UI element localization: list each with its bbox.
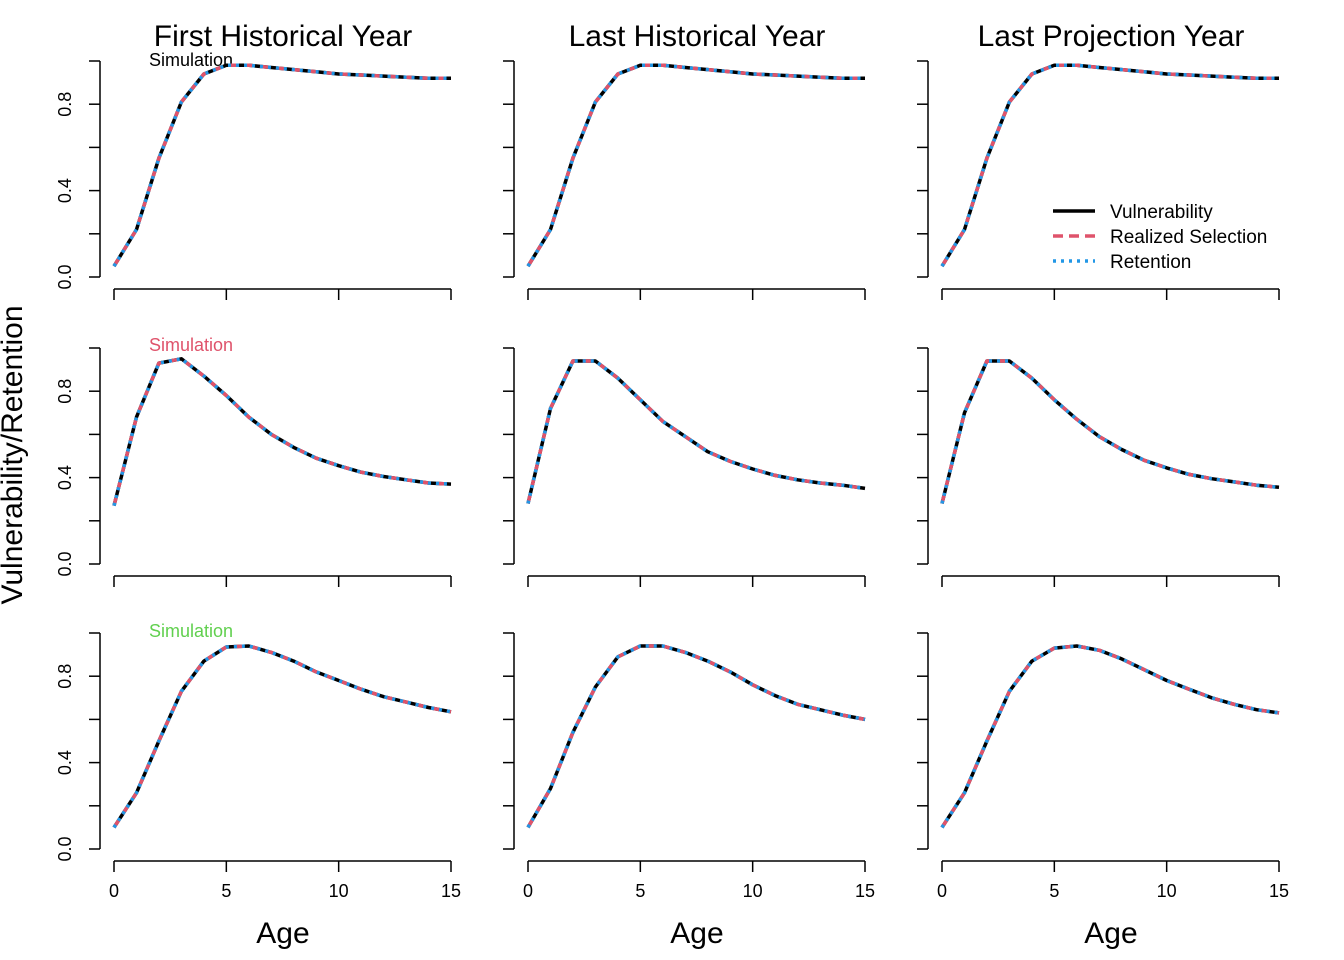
- series-realized-selection-r3c3: [940, 644, 1280, 829]
- x-axis-title-1: Age: [256, 917, 309, 950]
- series-realized-selection-r3c2: [526, 644, 866, 829]
- x-tick-label-r3c1: 10: [329, 881, 349, 901]
- col-title-2: Last Historical Year: [569, 20, 826, 53]
- y-tick-label-r3c1: 0.4: [55, 750, 75, 775]
- series-vulnerability-r2c3: [940, 359, 1280, 504]
- x-tick-label-r3c2: 10: [743, 881, 763, 901]
- legend-label-realized-selection: Realized Selection: [1110, 227, 1267, 248]
- legend-label-retention: Retention: [1110, 252, 1191, 273]
- x-axis-title-3: Age: [1084, 917, 1137, 950]
- panels: 0.00.40.8Simulation0.00.40.8Simulation0.…: [55, 50, 1289, 901]
- x-tick-label-r3c1: 0: [109, 881, 119, 901]
- x-axis-title-2: Age: [670, 917, 723, 950]
- y-tick-label-r1c1: 0.8: [55, 92, 75, 117]
- panel-r2c3: [917, 347, 1280, 587]
- row-label-1: Simulation: [149, 50, 233, 70]
- x-tick-label-r3c2: 15: [855, 881, 875, 901]
- panel-r3c2: 0 5 10 15: [503, 632, 875, 901]
- series-realized-selection-r3c1: [112, 644, 452, 829]
- series-retention-r1c1: [112, 63, 451, 268]
- x-tick-label-r3c3: 5: [1049, 881, 1059, 901]
- series-vulnerability-r3c2: [526, 644, 866, 829]
- row-label-2: Simulation: [149, 335, 233, 355]
- row-label-3: Simulation: [149, 621, 233, 641]
- series-vulnerability-r2c1: [112, 357, 452, 507]
- series-retention-r2c3: [940, 359, 1280, 504]
- series-vulnerability-r2c2: [526, 359, 866, 504]
- panel-r3c3: 0 5 10 15: [917, 632, 1289, 901]
- y-tick-label-r2c1: 0.4: [55, 465, 75, 490]
- panel-r2c2: [503, 347, 866, 587]
- x-tick-label-r3c1: 15: [441, 881, 461, 901]
- series-retention-r1c2: [526, 63, 865, 268]
- panel-r1c2: [503, 60, 866, 300]
- figure-ylabel: Vulnerability/Retention: [0, 305, 29, 604]
- legend: Vulnerability Realized Selection Retenti…: [1053, 202, 1267, 273]
- col-title-3: Last Projection Year: [978, 20, 1245, 53]
- series-vulnerability-r1c1: [112, 63, 451, 268]
- x-tick-label-r3c2: 0: [523, 881, 533, 901]
- series-retention-r2c1: [112, 357, 452, 507]
- legend-label-vulnerability: Vulnerability: [1110, 202, 1213, 223]
- x-tick-label-r3c3: 0: [937, 881, 947, 901]
- series-realized-selection-r1c3: [940, 63, 1279, 268]
- series-vulnerability-r1c2: [526, 63, 865, 268]
- series-realized-selection-r1c2: [526, 63, 865, 268]
- y-tick-label-r1c1: 0.0: [55, 264, 75, 289]
- series-retention-r3c1: [112, 644, 452, 829]
- series-vulnerability-r3c1: [112, 644, 452, 829]
- x-tick-label-r3c3: 10: [1157, 881, 1177, 901]
- series-realized-selection-r1c1: [112, 63, 451, 268]
- y-tick-label-r3c1: 0.8: [55, 664, 75, 689]
- series-vulnerability-r3c3: [940, 644, 1280, 829]
- x-tick-label-r3c2: 5: [635, 881, 645, 901]
- panel-r2c1: 0.0 0.4 0.8 Simulation: [55, 335, 452, 587]
- series-retention-r3c2: [526, 644, 866, 829]
- x-tick-label-r3c1: 5: [221, 881, 231, 901]
- series-retention-r2c2: [526, 359, 866, 504]
- series-retention-r3c3: [940, 644, 1280, 829]
- panel-r1c3: [917, 60, 1280, 300]
- series-realized-selection-r2c1: [112, 357, 452, 507]
- panel-r3c1: 0.0 0.4 0.8 0 5 10 15 Simulation: [55, 621, 461, 901]
- y-tick-label-r1c1: 0.4: [55, 178, 75, 203]
- y-tick-label-r3c1: 0.0: [55, 836, 75, 861]
- y-tick-label-r2c1: 0.8: [55, 379, 75, 404]
- y-tick-label-r2c1: 0.0: [55, 551, 75, 576]
- x-tick-label-r3c3: 15: [1269, 881, 1289, 901]
- panel-r1c1: 0.0 0.4 0.8 Simulation: [55, 50, 452, 300]
- col-title-1: First Historical Year: [154, 20, 412, 53]
